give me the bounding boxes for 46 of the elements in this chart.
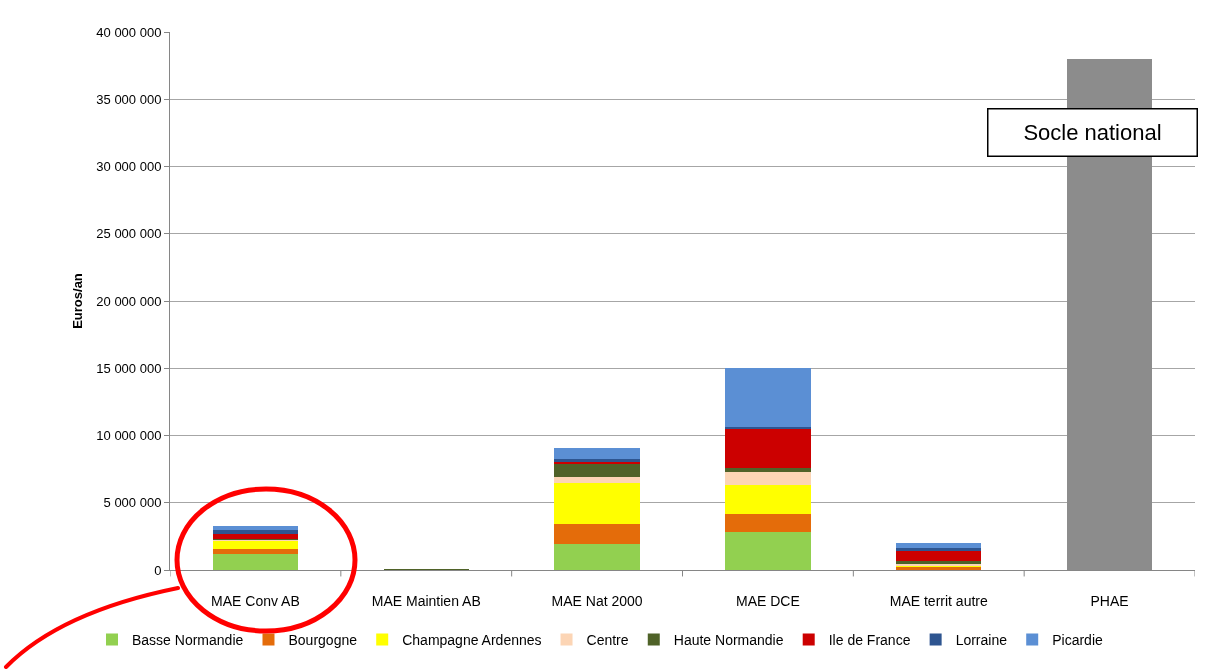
y-tick-label: 5 000 000 (103, 495, 162, 511)
bar (212, 534, 299, 540)
bar (725, 531, 811, 570)
bar (896, 548, 982, 551)
y-axis-title: Euros/an (70, 273, 86, 329)
y-tick-label: 40 000 000 (96, 24, 162, 40)
bar (554, 524, 640, 544)
bar (212, 549, 299, 554)
bar (554, 463, 640, 477)
legend-label: Lorraine (955, 631, 1008, 648)
bar (725, 429, 811, 468)
x-tick-label: PHAE (1090, 592, 1129, 609)
x-tick-label: MAE DCE (736, 592, 800, 609)
legend-label: Centre (586, 631, 629, 648)
legend-label: Champagne Ardennes (402, 631, 542, 648)
bar (725, 368, 811, 427)
bar (212, 553, 299, 570)
bar (725, 485, 811, 515)
bar (725, 514, 811, 532)
y-tick-label: 20 000 000 (96, 293, 162, 309)
bar (554, 447, 640, 460)
bar (554, 482, 640, 525)
annotation: Socle national (1023, 120, 1162, 145)
legend-label: Picardie (1052, 631, 1103, 648)
bar (212, 541, 299, 550)
x-tick-label: MAE territ autre (889, 592, 988, 609)
y-tick-label: 35 000 000 (96, 91, 162, 107)
bar (725, 467, 811, 472)
legend-label: Ile de France (828, 631, 911, 648)
bar (725, 471, 811, 486)
bar (554, 543, 640, 570)
y-tick-label: 10 000 000 (96, 428, 162, 444)
y-tick-label: 15 000 000 (96, 360, 162, 376)
bar (896, 550, 982, 562)
bar (554, 476, 640, 483)
x-tick-label: MAE Conv AB (211, 592, 300, 609)
legend-label: Bourgogne (288, 631, 358, 648)
y-tick-label: 0 (154, 562, 162, 578)
x-tick-label: MAE Maintien AB (371, 592, 481, 609)
legend-label: Haute Normandie (673, 631, 784, 648)
bar (212, 530, 299, 535)
y-tick-label: 30 000 000 (96, 159, 162, 175)
bar (896, 543, 982, 549)
y-tick-label: 25 000 000 (96, 226, 162, 242)
legend-label: Basse Normandie (132, 631, 244, 648)
x-tick-label: MAE Nat 2000 (551, 592, 643, 609)
